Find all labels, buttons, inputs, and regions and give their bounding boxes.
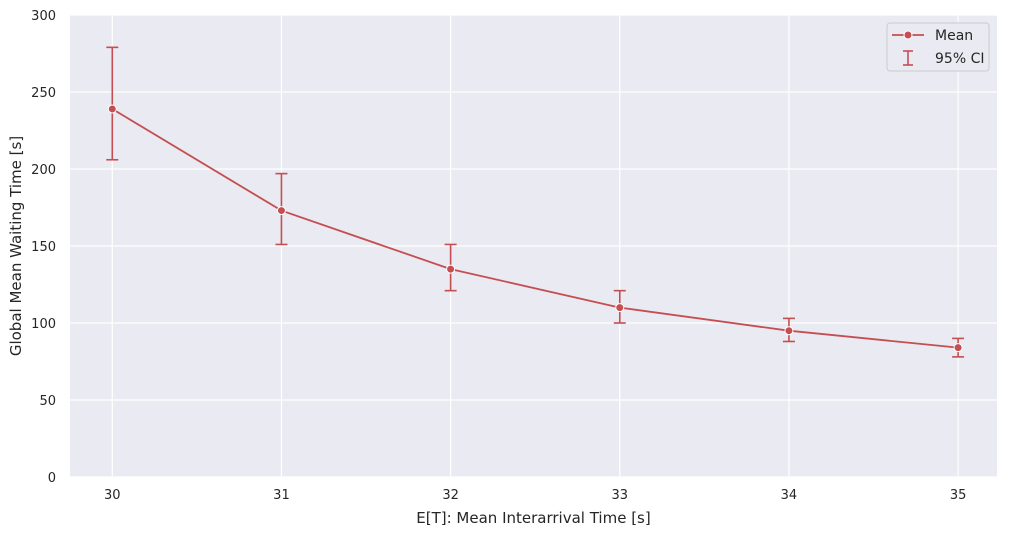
x-tick-labels: 30 31 32 33 34 35 <box>104 488 966 503</box>
data-point <box>615 303 625 313</box>
series-line-mean <box>111 108 959 349</box>
x-tick-label: 30 <box>104 488 121 503</box>
y-axis-label: Global Mean Waiting Time [s] <box>7 136 25 356</box>
x-tick-label: 35 <box>950 488 967 503</box>
y-tick-label: 150 <box>31 240 56 255</box>
x-tick-label: 32 <box>442 488 459 503</box>
data-point <box>107 104 117 114</box>
y-tick-label: 50 <box>39 394 56 409</box>
legend-mean-label: Mean <box>935 28 973 44</box>
x-tick-label: 31 <box>273 488 290 503</box>
data-point <box>953 343 963 353</box>
data-points <box>107 104 963 353</box>
x-tick-label: 33 <box>611 488 628 503</box>
error-bars <box>106 46 965 358</box>
y-tick-label: 0 <box>48 471 56 486</box>
data-point <box>784 326 794 336</box>
x-axis-label: E[T]: Mean Interarrival Time [s] <box>416 509 650 527</box>
series-lines <box>111 108 959 349</box>
legend-ci-label: 95% CI <box>935 51 984 67</box>
y-tick-label: 100 <box>31 317 56 332</box>
data-point <box>276 206 286 216</box>
y-tick-label: 250 <box>31 86 56 101</box>
data-point <box>446 264 456 274</box>
y-tick-labels: 0 50 100 150 200 250 300 <box>31 9 56 486</box>
y-tick-label: 200 <box>31 163 56 178</box>
y-tick-label: 300 <box>31 9 56 24</box>
legend: Mean 95% CI <box>886 22 990 72</box>
x-tick-label: 34 <box>781 488 798 503</box>
legend-mean-marker-icon <box>903 30 913 40</box>
